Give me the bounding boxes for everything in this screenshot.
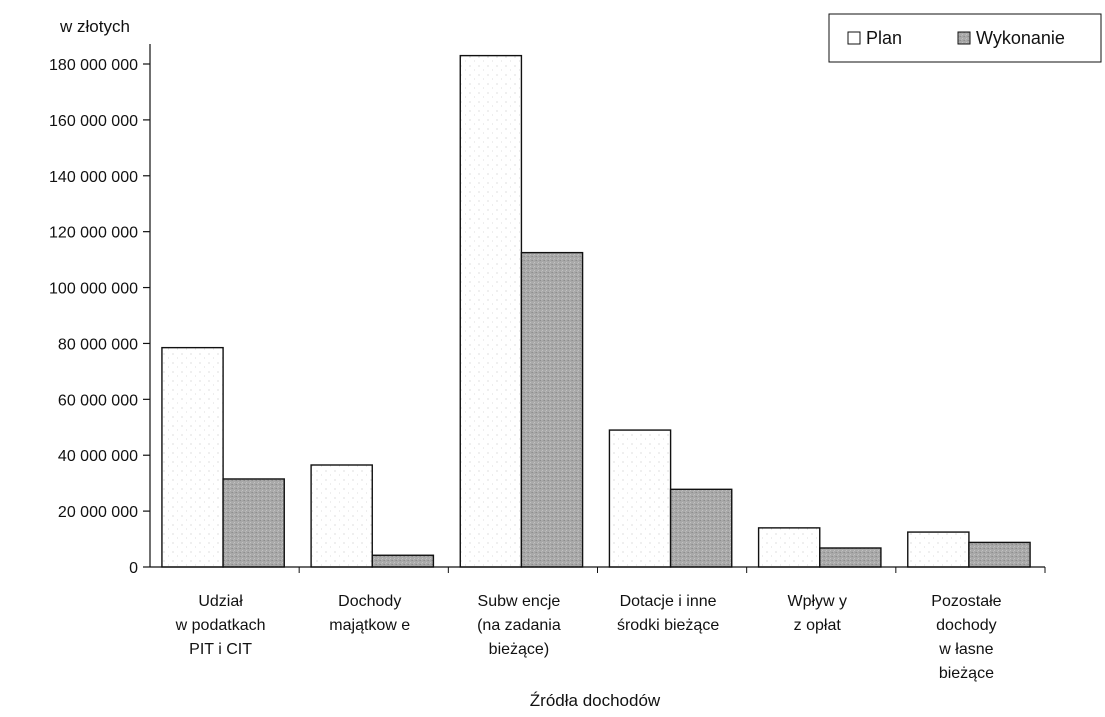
y-tick-label: 20 000 000 [58,504,138,521]
bar-plan [608,429,672,568]
x-category-label: Udział w podatkach PIT i CIT [175,593,266,658]
bar-wykonanie [819,547,882,568]
legend-swatch-plan [847,31,861,45]
y-tick-label: 100 000 000 [49,281,138,298]
legend-label-plan: Plan [866,28,902,48]
bar-plan [907,531,970,568]
bars [161,54,1046,573]
y-tick-label: 80 000 000 [58,336,138,353]
y-tick-label: 0 [129,560,138,577]
x-category-label: Dochody majątkow e [329,593,410,634]
y-tick-label: 40 000 000 [58,448,138,465]
y-tick-label: 60 000 000 [58,392,138,409]
bar-wykonanie [222,478,285,568]
y-tick-label: 120 000 000 [49,225,138,242]
bar-plan [757,527,821,568]
legend-label-wykonanie: Wykonanie [976,28,1065,48]
y-tick-label: 180 000 000 [49,57,138,74]
bar-plan [459,54,523,568]
x-category-label: Dotacje i inne środki bieżące [617,593,719,634]
y-tick-label: 140 000 000 [49,169,138,186]
x-category-label: Subw encje (na zadania bieżące) [477,593,561,658]
x-axis-title: Źródła dochodów [530,691,661,710]
legend-swatch-wykonanie [957,31,971,45]
bar-wykonanie [669,488,733,568]
y-axis-title: w złotych [59,17,130,36]
bar-plan [310,464,373,568]
bar-plan [161,346,224,568]
y-tick-label: 160 000 000 [49,113,138,130]
x-axis-labels: Udział w podatkach PIT i CIT Dochody majątko… [175,593,1002,682]
y-axis-ticks: 0 20 000 000 40 000 000 60 000 000 80 000 00… [49,57,150,577]
x-category-label: Pozostałe dochody w łasne bieżące [931,593,1001,682]
bar-wykonanie [968,541,1031,568]
bar-wykonanie [520,251,584,568]
bar-wykonanie [371,554,435,568]
legend: Plan Wykonanie [828,13,1102,63]
